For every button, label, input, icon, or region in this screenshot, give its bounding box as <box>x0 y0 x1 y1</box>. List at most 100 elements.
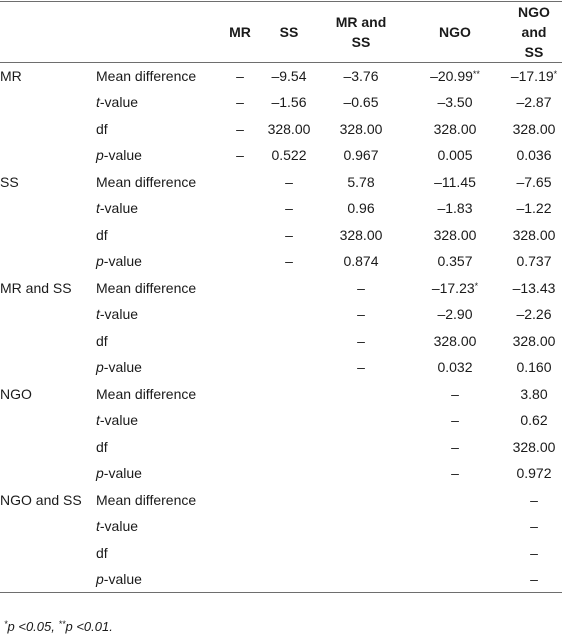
row-stat-label: p-value <box>96 566 220 593</box>
table-body: MR Mean difference – –9.54 –3.76 –20.99** –17.… <box>0 63 562 593</box>
table-cell <box>220 381 260 408</box>
table-cell: – <box>530 518 538 535</box>
table-row: p-value – <box>0 566 562 593</box>
row-group-label <box>0 116 96 143</box>
table-cell <box>318 434 404 461</box>
table-footnote: *p <0.05, **p <0.01. <box>4 619 113 634</box>
table-row: df – 328.00 328.00 328.00 328.00 <box>0 116 562 143</box>
row-group-label: SS <box>0 173 19 190</box>
row-group-label: NGO and SS <box>0 491 82 508</box>
table-cell: 0.160 <box>516 359 552 376</box>
table-cell <box>220 169 260 196</box>
table-cell: 0.522 <box>271 147 307 164</box>
table-cell: – <box>285 200 293 217</box>
row-group-label <box>0 142 96 169</box>
row-group-label <box>0 89 96 116</box>
row-stat-label: df <box>96 120 108 137</box>
table-cell: 328.00 <box>433 332 477 349</box>
table-cell <box>220 248 260 275</box>
table-cell: –13.43 <box>512 279 556 296</box>
table-cell: – <box>236 147 244 164</box>
table-cell: –11.45 <box>434 173 476 190</box>
table-cell: 328.00 <box>512 226 556 243</box>
table-cell <box>318 487 404 514</box>
row-group-label <box>0 195 96 222</box>
column-header-mr-and-ss: MR and SS <box>318 1 404 63</box>
row-stat-label: p-value <box>96 147 142 164</box>
column-header-mr: MR <box>220 1 260 63</box>
table-cell: –3.76 <box>343 68 379 84</box>
table-cell: 0.62 <box>520 412 548 429</box>
table-row: SS Mean difference – 5.78 –11.45 –7.65 <box>0 169 562 196</box>
table-cell: –20.99** <box>430 68 480 84</box>
table-cell: 0.357 <box>437 253 473 270</box>
table-cell: 328.00 <box>433 226 477 243</box>
table-cell <box>260 381 318 408</box>
table-cell: –1.56 <box>271 94 307 111</box>
row-stat-label: t-value <box>96 200 139 217</box>
table-cell: 328.00 <box>339 120 383 137</box>
table-cell <box>220 540 260 567</box>
row-group-label <box>0 354 96 381</box>
table-cell <box>260 407 318 434</box>
table-cell <box>220 354 260 381</box>
row-group-label <box>0 540 96 567</box>
table-cell <box>260 328 318 355</box>
table-cell <box>220 566 260 593</box>
row-stat-label: p-value <box>96 359 142 376</box>
table-cell <box>260 275 318 302</box>
table-cell: – <box>357 332 365 349</box>
table-row: NGO and SS Mean difference – <box>0 487 562 514</box>
table-cell: 5.78 <box>347 173 375 190</box>
row-group-label <box>0 513 96 540</box>
table-row: NGO Mean difference – 3.80 <box>0 381 562 408</box>
table-cell <box>220 434 260 461</box>
row-group-label: NGO <box>0 385 32 402</box>
row-group-label: MR <box>0 68 22 84</box>
table-cell <box>318 460 404 487</box>
row-group-label <box>0 248 96 275</box>
row-stat-label: Mean difference <box>96 68 197 84</box>
table-cell: – <box>236 68 244 84</box>
table-cell: – <box>357 359 365 376</box>
table-cell <box>220 460 260 487</box>
row-stat-label: t-value <box>96 518 139 535</box>
row-stat-label: t-value <box>96 94 139 111</box>
table-row: df – 328.00 <box>0 434 562 461</box>
table-cell <box>260 354 318 381</box>
table-cell: –0.65 <box>343 94 379 111</box>
table-cell: – <box>451 465 459 482</box>
table-cell <box>260 301 318 328</box>
table-row: t-value – –2.90 –2.26 <box>0 301 562 328</box>
table-cell: – <box>357 279 365 296</box>
row-stat-label: t-value <box>96 306 139 323</box>
table-cell: –17.19* <box>510 68 558 84</box>
row-stat-label: Mean difference <box>96 279 197 296</box>
table-cell: –1.22 <box>516 200 552 217</box>
table-cell <box>220 513 260 540</box>
table-cell <box>318 566 404 593</box>
table-cell: – <box>506 566 562 593</box>
column-header-ss: SS <box>260 1 318 63</box>
table-cell: 0.032 <box>437 359 473 376</box>
table-cell: – <box>451 412 459 429</box>
table-cell: – <box>285 226 293 243</box>
table-cell: – <box>285 173 293 190</box>
table-cell <box>260 434 318 461</box>
column-header-ngo-and-ss: NGO and SS <box>506 1 562 63</box>
table-cell <box>404 566 506 593</box>
table-cell: 3.80 <box>520 385 548 402</box>
table-cell: – <box>357 306 365 323</box>
row-stat-label: Mean difference <box>96 173 197 190</box>
table-cell: – <box>236 94 244 111</box>
table-cell: –7.65 <box>516 173 552 190</box>
row-group-label <box>0 328 96 355</box>
table-cell: –2.26 <box>516 306 552 323</box>
table-cell <box>220 328 260 355</box>
table-cell: 328.00 <box>512 438 556 455</box>
row-group-label <box>0 407 96 434</box>
table-cell: – <box>285 253 293 270</box>
table-cell: –9.54 <box>271 68 307 84</box>
row-stat-label: p-value <box>96 253 142 270</box>
table-cell: 0.005 <box>437 147 473 164</box>
